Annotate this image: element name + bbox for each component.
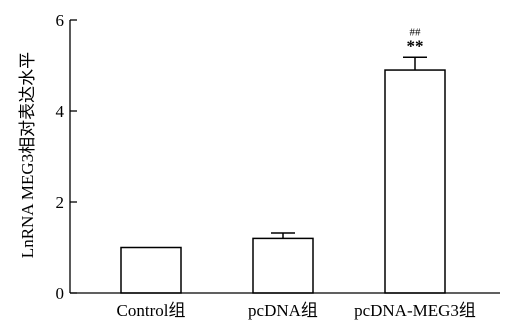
x-category-label: pcDNA-MEG3组 [354, 301, 476, 320]
bars [120, 56, 446, 294]
bar [384, 69, 446, 294]
y-tick-label: 0 [56, 284, 65, 303]
y-tick-label: 2 [56, 193, 65, 212]
bar [252, 237, 314, 294]
y-tick-label: 6 [56, 11, 65, 30]
y-axis-label: LnRNA MEG3相对表达水平 [18, 52, 37, 258]
y-tick-label: 4 [56, 102, 65, 121]
significance-annotations: ##** [407, 26, 424, 55]
x-axis-categories: Control组 pcDNA组 pcDNA-MEG3组 [117, 301, 476, 320]
x-category-label: Control组 [117, 301, 186, 320]
significance-star-label: ** [407, 36, 424, 55]
y-axis-ticks: 0 2 4 6 [56, 11, 77, 303]
x-category-label: pcDNA组 [248, 301, 318, 320]
significance-hash-label: ## [410, 26, 422, 38]
bar [120, 246, 182, 294]
